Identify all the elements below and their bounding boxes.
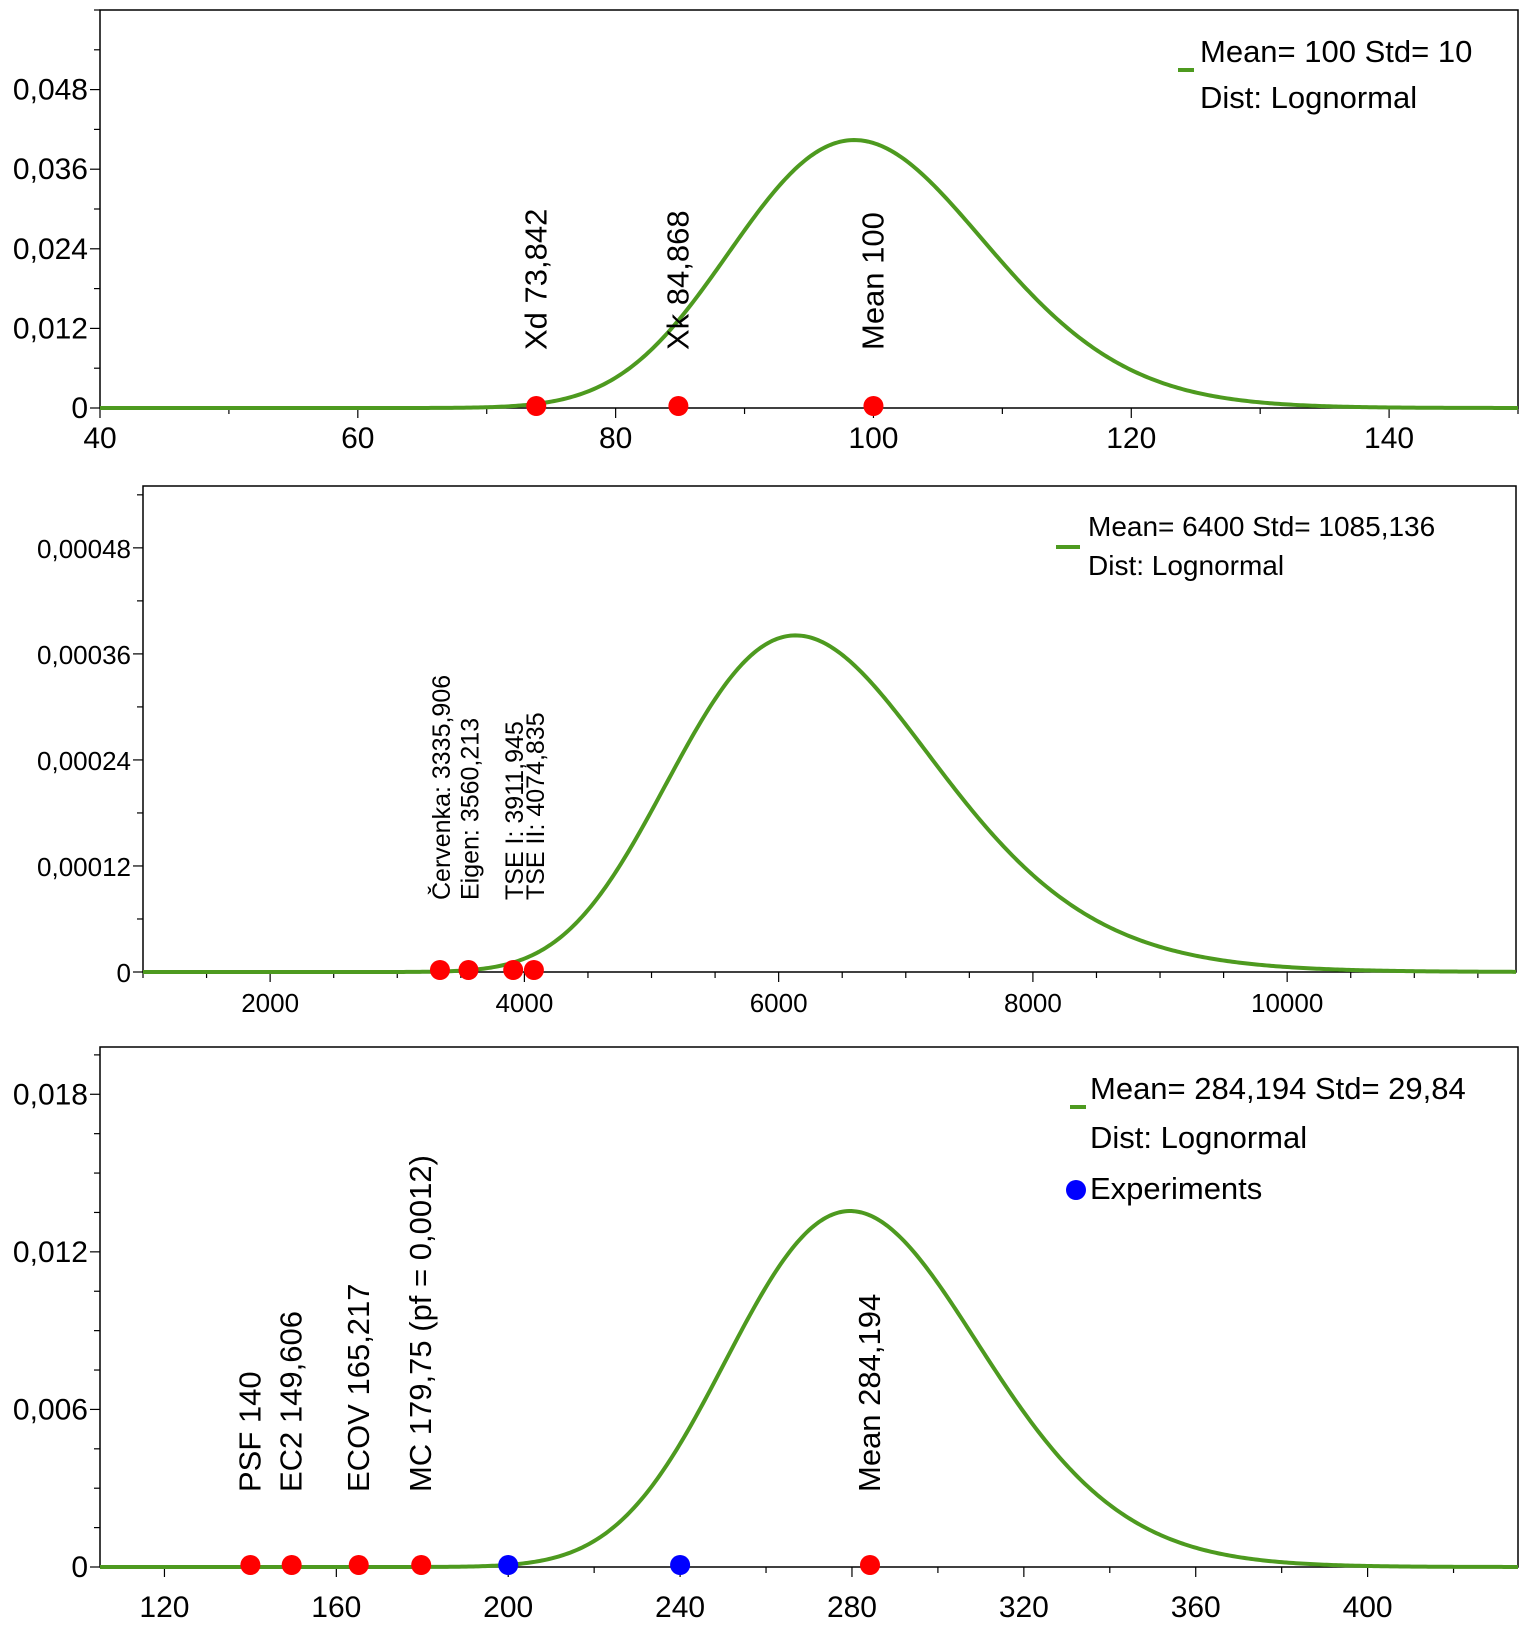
x-tick-label: 400 — [1343, 1591, 1393, 1624]
marker-point — [523, 960, 544, 980]
marker-point — [859, 1555, 880, 1575]
chart-panel-1: 40 60 80 100 120 140 0 0,012 0,024 0,036 0,048 Xd 7… — [0, 0, 1529, 450]
x-tick-label: 60 — [341, 422, 374, 450]
x-tick-label: 120 — [139, 1591, 189, 1624]
plot-frame — [99, 1046, 1519, 1568]
marker-label: Xd 73,842 — [518, 209, 553, 350]
y-tick-label: 0,00024 — [37, 746, 131, 776]
y-tick-label: 0,048 — [13, 74, 88, 107]
marker-point — [348, 1555, 369, 1575]
y-tick-label: 0,00012 — [37, 852, 131, 882]
marker-label: Mean 100 — [855, 212, 890, 350]
x-tick-label: 120 — [1106, 422, 1156, 450]
marker-point — [863, 396, 884, 416]
marker-label: Eigen: 3560,213 — [456, 718, 484, 900]
x-tick-label: 8000 — [1004, 988, 1062, 1018]
experiment-point — [670, 1555, 691, 1575]
x-tick-label: 140 — [1364, 422, 1414, 450]
y-tick-label: 0,00048 — [37, 534, 131, 564]
chart-3-svg: 120 160 200 240 280 320 360 400 0 0,006 0,012 0,018… — [13, 1046, 1519, 1624]
legend-entry: Dist: Lognormal — [1088, 550, 1284, 581]
x-tick-label: 280 — [827, 1591, 877, 1624]
plot-frame — [99, 9, 1519, 409]
x-tick-label: 80 — [599, 422, 632, 450]
marker-label: MC 179,75 (pf = 0,0012) — [403, 1155, 438, 1492]
marker-point — [429, 960, 450, 980]
marker-label: Mean 284,194 — [852, 1294, 887, 1492]
y-tick-label: 0 — [71, 1551, 88, 1584]
marker-label: Xk 84,868 — [660, 210, 695, 350]
marker-point — [458, 960, 479, 980]
experiment-point — [498, 1555, 519, 1575]
marker-label: EC2 149,606 — [274, 1311, 309, 1492]
marker-point — [240, 1555, 261, 1575]
legend-entry: Dist: Lognormal — [1090, 1120, 1307, 1155]
series-line — [100, 1209, 1518, 1569]
x-tick-label: 360 — [1171, 1591, 1221, 1624]
x-tick-label: 160 — [311, 1591, 361, 1624]
legend-dot-swatch — [1066, 1180, 1086, 1200]
y-tick-label: 0,00036 — [37, 640, 131, 670]
chart-1-svg: 40 60 80 100 120 140 0 0,012 0,024 0,036 0,048 Xd 7… — [13, 9, 1519, 450]
marker-point — [281, 1555, 302, 1575]
x-tick-label: 40 — [83, 422, 116, 450]
marker-label: PSF 140 — [232, 1371, 267, 1492]
x-tick-label: 4000 — [495, 988, 553, 1018]
x-tick-label: 10000 — [1251, 988, 1323, 1018]
chart-panel-2: 2000 4000 6000 8000 10000 0 0,00012 0,00024 0,00… — [0, 470, 1529, 1025]
y-tick-label: 0,012 — [13, 1236, 88, 1269]
y-tick-label: 0,024 — [13, 233, 88, 266]
series-line — [143, 633, 1516, 974]
legend-entry: Experiments — [1090, 1171, 1262, 1206]
x-tick-label: 320 — [999, 1591, 1049, 1624]
y-tick-label: 0,006 — [13, 1393, 88, 1426]
marker-point — [526, 396, 547, 416]
marker-point — [411, 1555, 432, 1575]
marker-point — [668, 396, 689, 416]
x-tick-label: 240 — [655, 1591, 705, 1624]
marker-label: Červenka: 3335,906 — [427, 675, 456, 900]
y-tick-label: 0,036 — [13, 153, 88, 186]
legend-entry: Mean= 284,194 Std= 29,84 — [1090, 1071, 1466, 1106]
marker-label: TSE II: 4074,835 — [522, 712, 550, 900]
y-tick-label: 0 — [117, 958, 131, 988]
y-tick-label: 0,012 — [13, 312, 88, 345]
marker-label: ECOV 165,217 — [341, 1283, 376, 1492]
chart-panel-3: 120 160 200 240 280 320 360 400 0 0,006 0,012 0,018… — [0, 1035, 1529, 1639]
marker-point — [503, 960, 524, 980]
y-tick-label: 0,018 — [13, 1078, 88, 1111]
chart-2-svg: 2000 4000 6000 8000 10000 0 0,00012 0,00024 0,00… — [37, 485, 1517, 1018]
y-tick-label: 0 — [71, 392, 88, 425]
legend-entry: Mean= 6400 Std= 1085,136 — [1088, 511, 1435, 542]
x-tick-label: 2000 — [241, 988, 299, 1018]
series-line — [100, 138, 1518, 410]
x-tick-label: 6000 — [750, 988, 808, 1018]
x-tick-label: 200 — [483, 1591, 533, 1624]
plot-frame — [142, 485, 1517, 973]
legend-entry: Mean= 100 Std= 10 — [1200, 34, 1472, 69]
legend-entry: Dist: Lognormal — [1200, 80, 1417, 115]
x-tick-label: 100 — [848, 422, 898, 450]
marker-label: TSE I: 3911,945 — [501, 721, 529, 900]
